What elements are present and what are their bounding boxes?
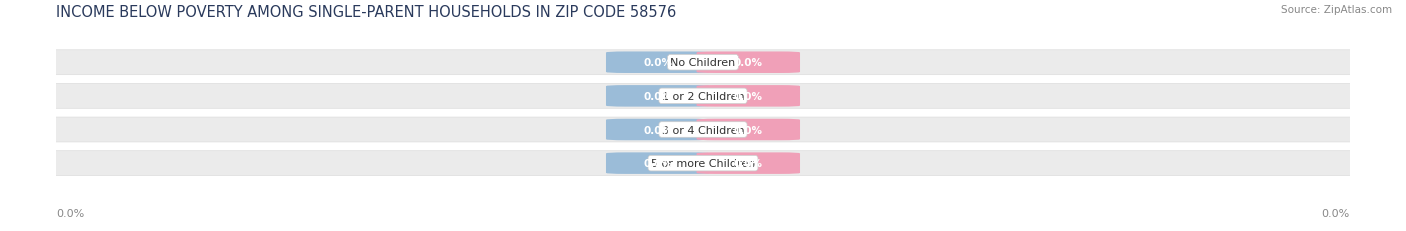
Legend: Single Father, Single Mother: Single Father, Single Mother	[599, 229, 807, 231]
Text: 5 or more Children: 5 or more Children	[651, 158, 755, 168]
Text: 3 or 4 Children: 3 or 4 Children	[662, 125, 744, 135]
Text: 0.0%: 0.0%	[734, 91, 763, 101]
Text: 1 or 2 Children: 1 or 2 Children	[662, 91, 744, 101]
FancyBboxPatch shape	[606, 119, 710, 141]
Text: 0.0%: 0.0%	[56, 208, 84, 218]
Text: 0.0%: 0.0%	[643, 125, 672, 135]
FancyBboxPatch shape	[696, 119, 800, 141]
Text: 0.0%: 0.0%	[734, 158, 763, 168]
FancyBboxPatch shape	[37, 151, 1369, 176]
FancyBboxPatch shape	[696, 52, 800, 74]
Text: 0.0%: 0.0%	[643, 91, 672, 101]
Text: Source: ZipAtlas.com: Source: ZipAtlas.com	[1281, 5, 1392, 15]
Text: 0.0%: 0.0%	[643, 58, 672, 68]
Text: No Children: No Children	[671, 58, 735, 68]
Text: INCOME BELOW POVERTY AMONG SINGLE-PARENT HOUSEHOLDS IN ZIP CODE 58576: INCOME BELOW POVERTY AMONG SINGLE-PARENT…	[56, 5, 676, 20]
FancyBboxPatch shape	[37, 118, 1369, 142]
FancyBboxPatch shape	[696, 86, 800, 107]
FancyBboxPatch shape	[37, 51, 1369, 75]
FancyBboxPatch shape	[37, 84, 1369, 109]
Text: 0.0%: 0.0%	[734, 58, 763, 68]
Text: 0.0%: 0.0%	[643, 158, 672, 168]
FancyBboxPatch shape	[696, 153, 800, 174]
Text: 0.0%: 0.0%	[734, 125, 763, 135]
FancyBboxPatch shape	[606, 86, 710, 107]
Text: 0.0%: 0.0%	[1322, 208, 1350, 218]
FancyBboxPatch shape	[606, 52, 710, 74]
FancyBboxPatch shape	[606, 153, 710, 174]
